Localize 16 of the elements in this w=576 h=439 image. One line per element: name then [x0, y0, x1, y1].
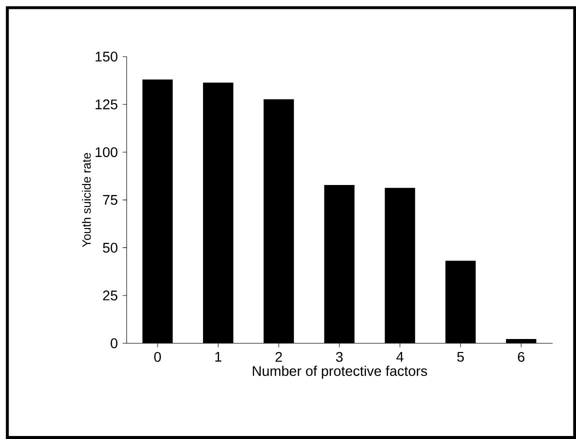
- x-tick-label: 4: [396, 352, 404, 362]
- y-tick-label: 0: [110, 338, 118, 348]
- y-tick-label: 100: [96, 147, 118, 158]
- y-tick-label: 150: [96, 52, 118, 62]
- x-tick-label: 5: [457, 352, 464, 362]
- x-tick-label: 3: [336, 352, 343, 362]
- x-tick-label: 6: [518, 352, 524, 362]
- y-tick-label: 75: [103, 195, 118, 205]
- y-axis-title: Youth suicide rate: [82, 153, 91, 248]
- x-tick-label: 1: [215, 352, 222, 362]
- x-axis-title: Number of protective factors: [252, 366, 428, 379]
- x-tick-label: 0: [154, 352, 161, 362]
- x-tick-label: 2: [276, 352, 282, 362]
- y-tick-label: 50: [102, 242, 118, 253]
- y-tick-label: 125: [96, 99, 118, 110]
- y-tick-label: 25: [103, 290, 118, 300]
